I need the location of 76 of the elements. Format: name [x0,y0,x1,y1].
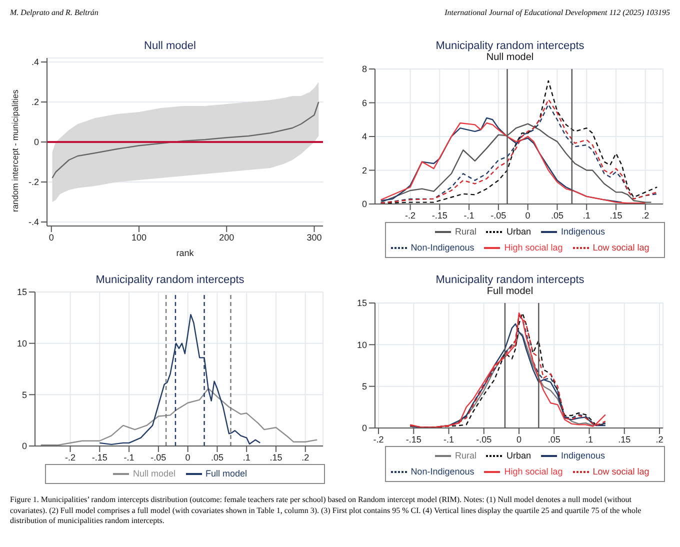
chart-title: Null model [143,40,197,52]
legend-label: Urban [506,226,531,236]
y-tick-label: 5 [362,382,367,392]
x-tick-label: -.2 [373,434,384,444]
x-tick-label: -.15 [432,210,448,220]
x-tick-label: -.05 [490,210,506,220]
x-tick-label: .05 [548,434,560,444]
legend-label: High social lag [504,242,563,252]
chart-subtitle: Null model [485,52,535,63]
y-tick-label: -.4 [28,217,39,228]
chart-title: Municipality random intercepts [94,274,246,286]
x-tick-label: 0 [525,210,530,220]
x-tick-label: -.15 [92,452,108,462]
y-tick-label: 10 [16,338,27,349]
y-tick-label: 0 [22,441,27,452]
legend-label: Low social lag [592,242,650,252]
x-tick-label: .15 [610,210,622,220]
x-tick-label: -.2 [405,210,416,220]
chart-title: Municipality random intercepts [434,40,586,52]
x-tick-label: .15 [618,434,631,444]
chart-title: Municipality random intercepts [434,274,586,286]
legend-label: Low social lag [592,466,650,476]
legend-label: Indigenous [560,450,606,460]
line-series [40,388,318,446]
y-tick-label: 2 [362,165,367,176]
x-tick-label: .15 [270,452,282,462]
text: International Journal of Educational Development 112 (2025) 103195 [444,8,670,17]
x-tick-label: 0 [48,232,54,242]
x-tick-label: 0 [185,452,190,462]
legend-label: Non-Indigenous [410,466,474,476]
y-tick-label: 4 [362,132,367,142]
y-tick-label: .4 [31,57,39,68]
x-tick-label: -.1 [444,434,454,444]
legend-label: Rural [454,450,476,460]
legend-label: Rural [454,226,476,236]
x-tick-label: .05 [550,210,564,220]
x-tick-label: -.05 [150,452,166,462]
x-tick-label: -.05 [476,434,492,444]
y-tick-label: -.2 [28,177,39,188]
x-tick-label: .2 [642,210,650,220]
y-tick-label: 8 [362,64,367,74]
y-tick-label: 0 [362,423,367,434]
legend-label: Full model [206,468,248,478]
x-tick-label: .1 [585,434,593,444]
y-tick-label: 0 [362,199,367,210]
x-tick-label: .1 [242,452,250,462]
y-tick-label: 10 [356,340,367,350]
legend-label: Non-Indigenous [410,242,474,252]
y-axis-title: random intercept - municipalities [10,90,20,212]
caption: Figure 1. Municipalities’ random intercepts distribution (outcome: female teachers rate per school) based on Random intercept model (RIM). Notes: (1) Null model denotes a null model (without covariates). (2) Full model comprises a full model (with covariates shown in Table 1, column 3). (3) First plot contains 95 % CI. (4) Vertical lines display the quartile 25 and quartile 75 of the whole distribution of municipalities random intercepts. [10,495,642,526]
x-tick-label: 200 [219,232,234,242]
x-axis-title: rank [176,248,194,258]
x-tick-label: .05 [210,452,224,462]
y-tick-label: 0 [34,137,39,148]
x-tick-label: .2 [656,434,664,444]
legend-label: Null model [132,468,176,478]
x-tick-label: 0 [516,434,522,444]
x-tick-label: -.2 [65,452,76,462]
x-tick-label: 300 [306,232,322,242]
x-tick-label: -.1 [124,452,134,462]
y-tick-label: 15 [16,287,27,298]
y-tick-label: .2 [31,97,39,108]
x-tick-label: .1 [582,210,590,220]
y-tick-label: 6 [362,98,367,108]
x-tick-label: .2 [302,452,310,462]
x-tick-label: -.1 [464,210,474,220]
text: M. Delprato and R. Beltrán [10,8,98,17]
legend-label: Urban [506,450,531,460]
x-tick-label: 100 [131,232,147,242]
x-tick-label: -.15 [406,434,422,444]
y-tick-label: 15 [356,298,367,308]
legend-label: Indigenous [560,226,606,236]
chart-subtitle: Full model [486,286,534,297]
line-series [52,101,320,179]
y-tick-label: 5 [22,390,27,400]
legend-label: High social lag [504,466,563,476]
